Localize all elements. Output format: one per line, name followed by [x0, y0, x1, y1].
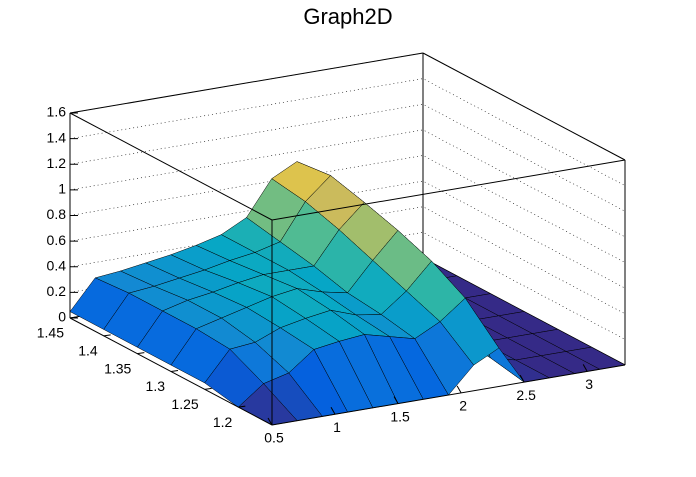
- y-tick: [137, 352, 145, 355]
- z-tick-label: 1.6: [47, 104, 67, 120]
- box-edge: [271, 159, 626, 221]
- x-tick: [267, 417, 273, 426]
- x-tick-label: 0.5: [264, 430, 284, 446]
- x-tick-label: 2: [459, 398, 467, 414]
- z-tick-label: 0.8: [47, 206, 67, 222]
- y-tick-label: 1.35: [104, 360, 131, 376]
- box-edge: [69, 52, 424, 114]
- z-tick-label: 0.2: [47, 283, 67, 299]
- x-tick-label: 2.5: [516, 387, 536, 403]
- x-axis: [271, 364, 626, 426]
- y-tick: [170, 370, 179, 372]
- z-tick-label: 1.2: [47, 155, 67, 171]
- x-tick: [330, 407, 336, 415]
- z-tick-label: 0: [58, 309, 66, 325]
- y-tick: [238, 405, 246, 408]
- x-tick-label: 1.5: [390, 408, 410, 424]
- y-tick-label: 1.3: [146, 378, 166, 394]
- x-tick: [456, 385, 462, 394]
- chart-title: Graph2D: [303, 4, 392, 29]
- x-tick-label: 1: [333, 419, 341, 435]
- z-tick-label: 1: [58, 181, 66, 197]
- x-tick: [519, 374, 525, 383]
- x-tick-label: 3: [585, 376, 593, 392]
- box-edge: [422, 52, 626, 161]
- y-tick-label: 1.2: [213, 414, 233, 430]
- y-tick-label: 1.45: [37, 325, 64, 341]
- y-tick-label: 1.25: [171, 396, 198, 412]
- x-tick: [582, 364, 588, 372]
- x-tick: [393, 396, 399, 404]
- box-edge: [69, 112, 273, 221]
- z-tick-label: 0.4: [47, 257, 67, 273]
- y-tick: [103, 334, 111, 337]
- y-tick: [69, 316, 78, 319]
- y-tick: [204, 387, 212, 390]
- z-tick-label: 1.4: [47, 129, 67, 145]
- y-tick-label: 1.4: [78, 343, 98, 359]
- z-tick-label: 0.6: [47, 232, 67, 248]
